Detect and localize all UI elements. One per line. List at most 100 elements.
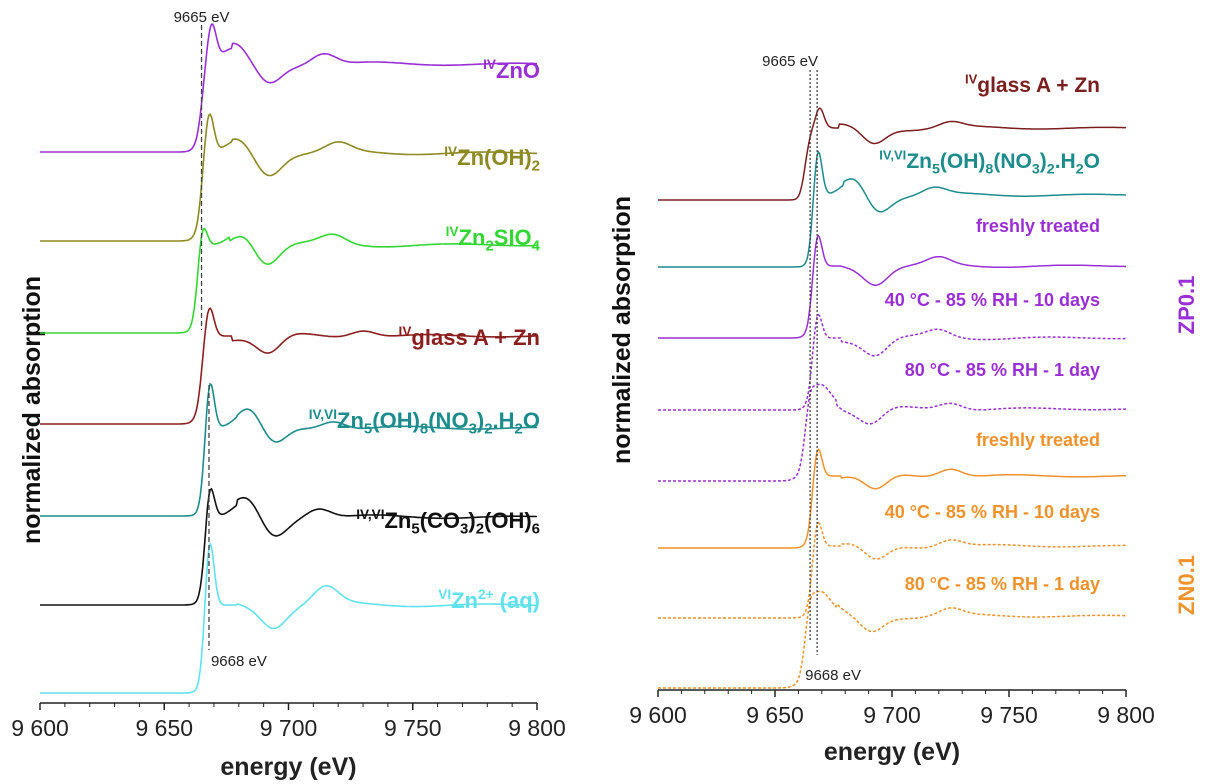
left-series-label-part: O (523, 408, 540, 433)
left-series-line (40, 23, 538, 153)
left-series-label-part: (CO (420, 508, 460, 533)
right-series-label: freshly treated (976, 430, 1100, 450)
left-series-label: IVZn2SIO4 (446, 224, 541, 254)
left-series-label-part: 3 (460, 521, 468, 538)
left-series-line (40, 113, 537, 242)
right-series-label-part: ) (1040, 150, 1047, 173)
right-series-label-part: 2 (1076, 161, 1084, 177)
left-series-label-part: 2 (515, 421, 523, 438)
right-series-line (658, 521, 1126, 619)
left-series-label-part: 2 (485, 238, 493, 255)
right-series-label: freshly treated (976, 216, 1100, 236)
right-series-label: 80 °C - 85 % RH - 1 day (905, 360, 1100, 380)
left-series-label: VIZn2+ (aq) (438, 587, 540, 613)
left-series-label: IVZn(OH)2 (444, 144, 540, 174)
left-series-label-part: SIO (494, 225, 532, 250)
right-series-label-part: .H (1055, 150, 1076, 173)
left-series-label-sup: IV (399, 324, 412, 339)
right-series-line (658, 448, 1126, 549)
right-x-axis-label: energy (eV) (824, 738, 960, 766)
right-series-label-part: O (1084, 150, 1100, 173)
right-series-label-part: 40 °C - 85 % RH - 10 days (885, 502, 1100, 522)
right-series-label-part: 2 (1047, 161, 1055, 177)
right-series-label-part: (OH) (940, 150, 986, 173)
right-x-tick-label: 9 600 (629, 702, 687, 728)
right-series-line (658, 234, 1126, 339)
left-series-label-part: 2 (532, 158, 540, 175)
right-y-axis-label: normalized absorption (608, 196, 636, 464)
left-series-line (40, 541, 537, 694)
right-x-tick-label: 9 650 (746, 702, 804, 728)
left-series-label-part: (OH) (484, 508, 532, 533)
right-series-label: 80 °C - 85 % RH - 1 day (905, 574, 1100, 594)
right-series-label-part: 3 (1032, 161, 1040, 177)
right-series-label-part: 80 °C - 85 % RH - 1 day (905, 360, 1100, 380)
right-series-label-part: 5 (932, 161, 940, 177)
left-series-label-sup: VI (438, 587, 451, 602)
left-series-label-sup: IV (444, 144, 457, 159)
right-series-label: 40 °C - 85 % RH - 10 days (885, 290, 1100, 310)
left-ref-label-9668: 9668 eV (211, 653, 267, 670)
left-x-tick-label: 9 650 (135, 715, 193, 741)
left-series-label-part: ZnO (496, 58, 540, 83)
right-series-line (658, 150, 1126, 268)
left-series-label: IVglass A + Zn (399, 324, 540, 350)
right-x-tick-label: 9 700 (863, 702, 921, 728)
right-ref-label-9665: 9665 eV (762, 53, 818, 70)
right-series-label-part: freshly treated (976, 216, 1100, 236)
left-series-label-part: 8 (420, 421, 428, 438)
right-series-label: IV,VIZn5(OH)8(NO3)2.H2O (879, 148, 1100, 178)
right-series-line (658, 107, 1126, 201)
left-series-label-part: .H (493, 408, 515, 433)
right-x-tick-label: 9 750 (980, 702, 1038, 728)
left-series-label-part: 5 (364, 421, 372, 438)
left-ref-label-9665: 9665 eV (174, 9, 230, 26)
right-series-label-sup: IV,VI (879, 148, 906, 163)
left-series-label-part: 2+ (478, 587, 494, 602)
right-series-line (658, 383, 1126, 482)
left-series-label-sup: IV,VI (309, 407, 337, 422)
right-x-tick-label: 9 800 (1097, 702, 1155, 728)
right-series-label-part: freshly treated (976, 430, 1100, 450)
left-series-label-part: 2 (484, 421, 492, 438)
left-series-label: IV,VIZn5(CO3)2(OH)6 (356, 507, 540, 537)
right-series-label-part: 80 °C - 85 % RH - 1 day (905, 574, 1100, 594)
left-series-label-part: (OH) (372, 408, 420, 433)
left-y-axis-label: normalized absorption (18, 276, 46, 544)
left-series-line (40, 487, 537, 606)
left-series-label-part: 3 (469, 421, 477, 438)
panel-left: 9 600 9 650 9 700 9 750 9 800 energy (eV) norm… (11, 9, 566, 781)
left-series-label-part: Zn (459, 225, 486, 250)
right-group-label: ZN0.1 (1174, 555, 1199, 615)
right-series-label-part: 8 (985, 161, 993, 177)
right-series-label: 40 °C - 85 % RH - 10 days (885, 502, 1100, 522)
left-series-label-sup: IV (483, 57, 496, 72)
right-series-label-part: glass A + Zn (977, 74, 1100, 97)
right-series-line (658, 313, 1127, 411)
left-series-label: IV,VIZn5(OH)8(NO3)2.H2O (309, 407, 540, 437)
left-x-tick-label: 9 700 (260, 715, 318, 741)
left-x-tick-label: 9 600 (11, 715, 69, 741)
right-series-label: IVglass A + Zn (965, 72, 1100, 97)
left-series-line (40, 307, 537, 425)
left-series-label-sup: IV (446, 224, 459, 239)
left-x-axis-label: energy (eV) (220, 753, 356, 781)
left-x-tick-label: 9 750 (384, 715, 442, 741)
left-series-label: IVZnO (483, 57, 540, 83)
left-series-label-sup: IV,VI (356, 507, 384, 522)
right-group-label: ZP0.1 (1174, 276, 1199, 335)
right-series-label-part: (NO (993, 150, 1032, 173)
left-series-line (40, 382, 537, 517)
panel-right: 9 600 9 650 9 700 9 750 9 800 energy (eV) norm… (608, 53, 1199, 766)
left-series-label-part: Zn (451, 588, 478, 613)
left-series-label-part: Zn (337, 408, 364, 433)
right-series-label-part: 40 °C - 85 % RH - 10 days (885, 290, 1100, 310)
left-series-label-part: 6 (532, 521, 540, 538)
left-series-line (40, 227, 537, 334)
left-series-label-part: Zn (384, 508, 411, 533)
left-series-label-part: 4 (532, 238, 541, 255)
left-series-label-part: 5 (411, 521, 419, 538)
left-series-label-part: ) (468, 508, 475, 533)
left-series-label-part: (aq) (494, 588, 540, 613)
